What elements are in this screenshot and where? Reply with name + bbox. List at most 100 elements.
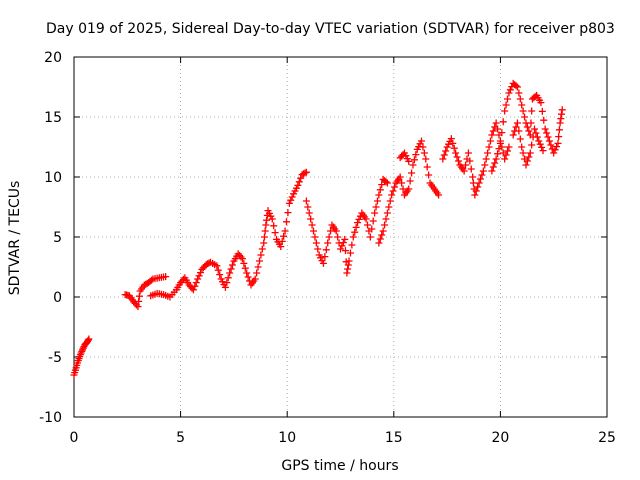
data-point — [386, 197, 394, 205]
data-point — [501, 107, 509, 115]
data-point — [372, 203, 380, 211]
data-point — [481, 161, 489, 169]
data-point — [533, 133, 541, 141]
data-point — [189, 286, 197, 294]
data-point — [528, 107, 536, 115]
data-point — [382, 215, 390, 223]
data-point — [379, 227, 387, 235]
data-point — [485, 143, 493, 151]
data-point — [355, 215, 363, 223]
data-point — [369, 217, 377, 225]
data-point — [482, 155, 490, 163]
data-point — [241, 264, 249, 272]
data-point — [505, 89, 513, 97]
data-point — [311, 233, 319, 241]
data-point — [240, 259, 248, 267]
data-point — [512, 82, 520, 90]
data-point — [278, 237, 286, 245]
data-point — [297, 174, 305, 182]
data-point — [440, 151, 448, 159]
data-point — [466, 157, 474, 165]
data-point — [541, 125, 549, 133]
data-point — [409, 161, 417, 169]
data-point — [84, 336, 92, 344]
data-point — [551, 146, 559, 154]
data-point — [383, 179, 391, 187]
data-point — [479, 167, 487, 175]
x-tick-label: 0 — [70, 430, 79, 446]
data-point — [268, 215, 276, 223]
data-point — [354, 219, 362, 227]
data-point — [412, 151, 420, 159]
data-point — [489, 127, 497, 135]
grid-lines — [74, 57, 607, 417]
data-point — [133, 301, 141, 309]
data-point — [261, 227, 269, 235]
x-tick-label: 20 — [491, 430, 509, 446]
data-point — [489, 163, 497, 171]
data-point — [525, 153, 533, 161]
data-point — [419, 143, 427, 151]
y-tick-label: 15 — [44, 110, 62, 126]
data-point — [378, 231, 386, 239]
data-point — [388, 191, 396, 199]
data-point — [322, 246, 330, 254]
data-point — [135, 292, 143, 300]
data-point — [349, 233, 357, 241]
data-point — [498, 129, 506, 137]
y-tick-label: 20 — [44, 50, 62, 66]
data-point — [467, 165, 475, 173]
data-point — [523, 157, 531, 165]
data-point — [550, 149, 558, 157]
data-point — [366, 233, 374, 241]
data-point — [243, 269, 251, 277]
data-point — [492, 155, 500, 163]
data-point — [509, 131, 517, 139]
data-point — [77, 349, 85, 357]
data-point — [79, 344, 87, 352]
data-point — [371, 209, 379, 217]
data-point — [513, 119, 521, 127]
y-axis-label: SDTVAR / TECUs — [7, 181, 23, 296]
data-point — [325, 233, 333, 241]
data-point — [255, 257, 263, 265]
data-point — [237, 253, 245, 261]
data-point — [477, 175, 485, 183]
y-tick-label: 10 — [44, 170, 62, 186]
data-point — [540, 116, 548, 124]
data-point — [258, 245, 266, 253]
data-point — [491, 159, 499, 167]
data-point — [295, 178, 303, 186]
data-point — [260, 233, 268, 241]
data-point — [475, 179, 483, 187]
chart-title: Day 019 of 2025, Sidereal Day-to-day VTE… — [46, 21, 615, 37]
data-point — [304, 203, 312, 211]
data-point — [308, 221, 316, 229]
data-point — [134, 303, 142, 311]
data-point — [251, 275, 259, 283]
data-point — [547, 141, 555, 149]
data-point — [383, 209, 391, 217]
data-point — [494, 150, 502, 158]
data-point — [495, 145, 503, 153]
data-point — [502, 151, 510, 159]
data-point — [270, 222, 278, 230]
data-point — [462, 161, 470, 169]
data-point — [528, 141, 536, 149]
data-point — [538, 107, 546, 115]
data-point — [544, 133, 552, 141]
data-point — [288, 193, 296, 201]
data-point — [195, 272, 203, 280]
data-point — [312, 239, 320, 247]
data-point — [442, 147, 450, 155]
data-point — [262, 221, 270, 229]
data-point — [277, 243, 285, 251]
data-point — [351, 228, 359, 236]
y-tick-label: 0 — [53, 290, 62, 306]
data-point — [346, 249, 354, 257]
data-point — [382, 178, 390, 186]
data-point — [555, 133, 563, 141]
data-point — [314, 245, 322, 253]
data-point — [147, 276, 155, 284]
